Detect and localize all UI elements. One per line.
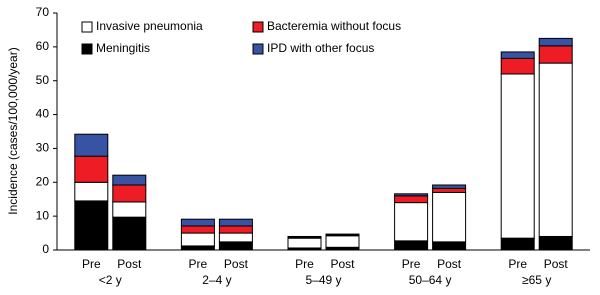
bar-segment [500, 57, 535, 75]
bar-segment [500, 51, 535, 59]
x-tick-label: Pre [508, 257, 527, 271]
bar-segment [394, 193, 429, 197]
x-tick-label: Post [117, 257, 142, 271]
legend-swatch [252, 21, 264, 33]
x-tick-label: Pre [189, 257, 208, 271]
x-tick-label: Pre [295, 257, 314, 271]
bar-segment [538, 235, 573, 251]
bar-segment [112, 216, 147, 251]
y-tick-label: 70 [36, 5, 50, 19]
y-tick-label: 40 [36, 107, 50, 121]
bar-segment [74, 181, 109, 202]
group-label: 2–4 y [202, 273, 231, 287]
bar-segment [538, 62, 573, 237]
legend-label: Invasive pneumonia [96, 19, 203, 33]
y-tick-label: 60 [36, 39, 50, 53]
bar-segment [112, 174, 147, 186]
legend-label: Bacteremia without focus [267, 19, 401, 33]
bar-segment [394, 195, 429, 204]
group-label: 50–64 y [409, 273, 452, 287]
bar-segment [394, 202, 429, 242]
bar-segment [180, 232, 215, 247]
bar-segment [394, 240, 429, 251]
x-tick-label: Pre [82, 257, 101, 271]
bar-segment [218, 225, 253, 234]
x-tick-label: Post [330, 257, 355, 271]
x-tick-label: Post [544, 257, 569, 271]
bar-segment [287, 235, 322, 238]
bar-segment [180, 225, 215, 234]
bar-segment [432, 184, 467, 189]
bar-segment [74, 200, 109, 251]
group-label: 5–49 y [305, 273, 341, 287]
bar-segment [218, 232, 253, 243]
y-tick-label: 10 [36, 208, 50, 222]
bar-segment [218, 241, 253, 251]
bar-segment [287, 237, 322, 249]
bar-segment [500, 73, 535, 239]
legend-swatch [252, 43, 264, 55]
legend-label: IPD with other focus [267, 41, 374, 55]
y-tick-label: 0 [42, 242, 49, 256]
y-tick-label: 30 [36, 141, 50, 155]
bar-segment [218, 218, 253, 227]
bar-segment [500, 237, 535, 251]
bar-segment [74, 155, 109, 183]
bar-segment [538, 37, 573, 47]
bar-segment [180, 218, 215, 227]
y-tick-label: 20 [36, 174, 50, 188]
legend-swatch [81, 43, 93, 55]
legend-swatch [81, 21, 93, 33]
bar-segment [112, 184, 147, 203]
bar-segment [325, 233, 360, 236]
bar-segment [432, 187, 467, 193]
bar-segment [432, 241, 467, 251]
bar-segment [538, 45, 573, 64]
y-tick-label: 50 [36, 73, 50, 87]
x-tick-label: Post [224, 257, 249, 271]
group-label: ≥65 y [522, 273, 551, 287]
y-axis-label: Incidence (cases/100,000/year) [6, 47, 20, 214]
legend-label: Meningitis [96, 41, 150, 55]
x-tick-label: Post [437, 257, 462, 271]
group-label: <2 y [99, 273, 122, 287]
x-tick-label: Pre [402, 257, 421, 271]
bar-segment [112, 201, 147, 218]
bar-segment [74, 133, 109, 157]
bar-segment [325, 235, 360, 248]
bar-segment [432, 191, 467, 243]
bar-segment [180, 245, 215, 251]
